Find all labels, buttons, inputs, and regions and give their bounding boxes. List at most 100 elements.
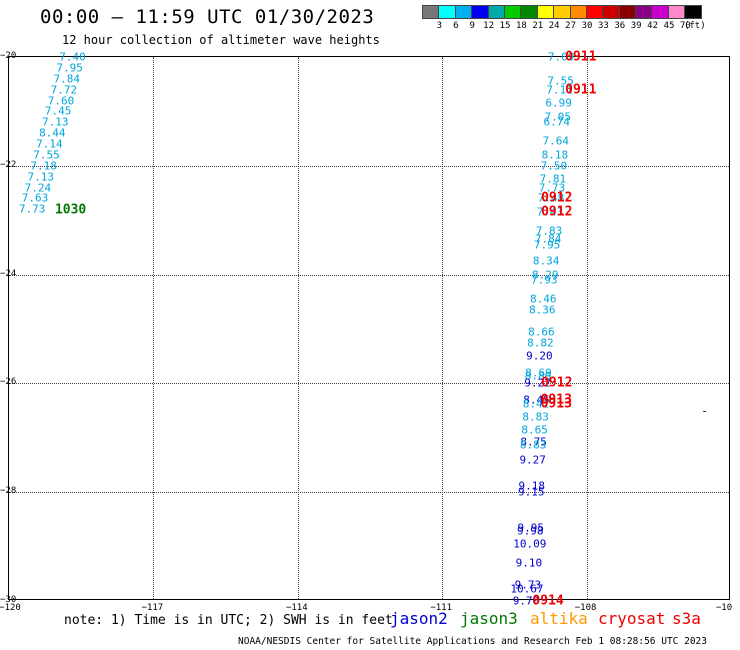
wave-height-label: 8.42 (522, 397, 550, 411)
latitude-tick-label: −20 (0, 51, 17, 61)
legend-entry: altika (530, 609, 588, 628)
wave-height-label: 8.66 (528, 325, 555, 339)
pass-time-label: 0911 (565, 49, 597, 65)
pass-time-label: 0912 (541, 204, 573, 220)
wave-height-label: 7.11 (546, 83, 573, 97)
wave-height-label: 7.40 (59, 50, 86, 64)
latitude-gridline (9, 383, 729, 385)
wave-height-label: 7.43 (536, 205, 564, 219)
map-plot-area: 7.40 7.95 7.84 7.72 7.60 7.45 7.13 8.44 7.14 7.55… (8, 50, 730, 609)
longitude-gridline (153, 57, 155, 599)
wave-height-label: 6.74 (543, 115, 571, 129)
pass-time-label: 0912 (541, 190, 573, 206)
wave-height-label: 7.72 (50, 83, 78, 97)
color-scale (422, 5, 702, 19)
pass-time-label: 0914 (532, 593, 564, 609)
wave-height-label: 7.81 (539, 172, 567, 186)
scale-label: 3 (436, 21, 443, 31)
wave-height-label: 7.63 (21, 191, 49, 205)
latitude-tick-label: −30 (0, 595, 17, 605)
wave-height-label: 9.95 (517, 521, 545, 535)
map-title: 00:00 – 11:59 UTC 01/30/2023 (40, 6, 375, 28)
scale-label: 36 (614, 21, 626, 31)
wave-height-label: 8.82 (527, 336, 554, 350)
scale-label: 42 (647, 21, 659, 31)
pass-time-label: 0912 (541, 375, 573, 391)
wave-height-label: 7.13 (27, 170, 55, 184)
wave-height-label: 9.98 (517, 524, 544, 538)
latitude-gridline (9, 492, 729, 494)
latitude-gridline (9, 274, 729, 276)
wave-height-label: 8.83 (519, 438, 547, 452)
pass-time-label: 0911 (565, 82, 597, 98)
scale-swatch (602, 5, 620, 19)
wave-height-label: 7.48 (537, 191, 565, 205)
scale-swatch (635, 5, 653, 19)
scale-swatch (520, 5, 538, 19)
latitude-tick-label: −26 (0, 377, 17, 388)
legend-entry: jason2 (390, 609, 448, 628)
wave-height-label: 7.55 (547, 74, 574, 88)
units-note: note: 1) Time is in UTC; 2) SWH is in fe… (64, 613, 393, 628)
scale-label: 45 (663, 21, 675, 31)
scale-swatch (454, 5, 473, 19)
scale-swatch (569, 5, 587, 19)
latitude-tick-label: −24 (0, 268, 17, 279)
wave-height-label: 7.18 (30, 159, 57, 173)
longitude-gridline (586, 57, 588, 599)
wave-height-label: 10.09 (513, 537, 547, 551)
wave-height-label: 9.70 (512, 594, 540, 608)
pass-time-label: 0913 (540, 396, 572, 412)
wave-height-label: 9.18 (518, 479, 545, 493)
scale-label: 33 (597, 21, 609, 31)
wave-height-label: 10.67 (510, 582, 544, 596)
wave-height-label: 7.83 (535, 224, 563, 238)
latitude-tick-label: −28 (0, 486, 17, 497)
wave-height-label: 7.73 (18, 202, 46, 216)
scale-label: 18 (515, 21, 527, 31)
wave-height-label: 7.93 (530, 273, 558, 287)
longitude-tick-label: −108 (574, 603, 597, 613)
scale-swatch (667, 5, 686, 19)
scale-label: 27 (565, 21, 577, 31)
longitude-gridline (442, 57, 444, 599)
wave-height-label: 8.75 (520, 435, 547, 449)
scale-label: 70 (679, 21, 691, 31)
wave-height-label: 9.15 (517, 485, 545, 499)
scale-swatch (422, 5, 440, 19)
wave-height-label: 8.69 (525, 366, 552, 380)
wave-height-label: 6.99 (545, 96, 572, 110)
point-marker: - (701, 404, 708, 418)
scale-swatch (684, 5, 702, 19)
wave-height-label: 7.50 (540, 159, 568, 173)
wave-height-label: 7.64 (542, 134, 570, 148)
scale-label: 30 (581, 21, 593, 31)
scale-label: 24 (548, 21, 560, 31)
scale-swatch (438, 5, 456, 19)
wave-height-label: 8.29 (531, 268, 559, 282)
wave-height-label: 7.84 (53, 72, 81, 86)
wave-height-label: 8.36 (529, 303, 556, 317)
wave-height-label: 9.27 (519, 453, 546, 467)
scale-swatch (585, 5, 604, 19)
wave-height-label: 7.60 (47, 94, 75, 108)
wave-height-label: 7.55 (33, 148, 60, 162)
longitude-tick-label: −120 (0, 603, 21, 613)
wave-height-label: 7.73 (538, 181, 566, 195)
wave-height-label: 7.24 (24, 181, 52, 195)
legend-entry: cryosat (598, 609, 666, 628)
longitude-tick-label: −114 (285, 603, 308, 613)
longitude-gridline (297, 57, 299, 599)
scale-label: 21 (532, 21, 544, 31)
credit-line: NOAA/NESDIS Center for Satellite Applica… (238, 636, 707, 647)
wave-height-label: 8.45 (523, 393, 550, 407)
wave-height-label: 7.45 (44, 104, 72, 118)
wave-height-label: 7.95 (56, 61, 83, 75)
wave-height-label: 7.05 (544, 110, 571, 124)
wave-height-label: 8.80 (524, 369, 552, 383)
scale-label: 12 (483, 21, 495, 31)
map-subtitle: 12 hour collection of altimeter wave hei… (62, 33, 380, 47)
wave-height-label: 7.13 (41, 115, 69, 129)
legend-entry: s3a (672, 609, 701, 628)
scale-swatch (503, 5, 522, 19)
